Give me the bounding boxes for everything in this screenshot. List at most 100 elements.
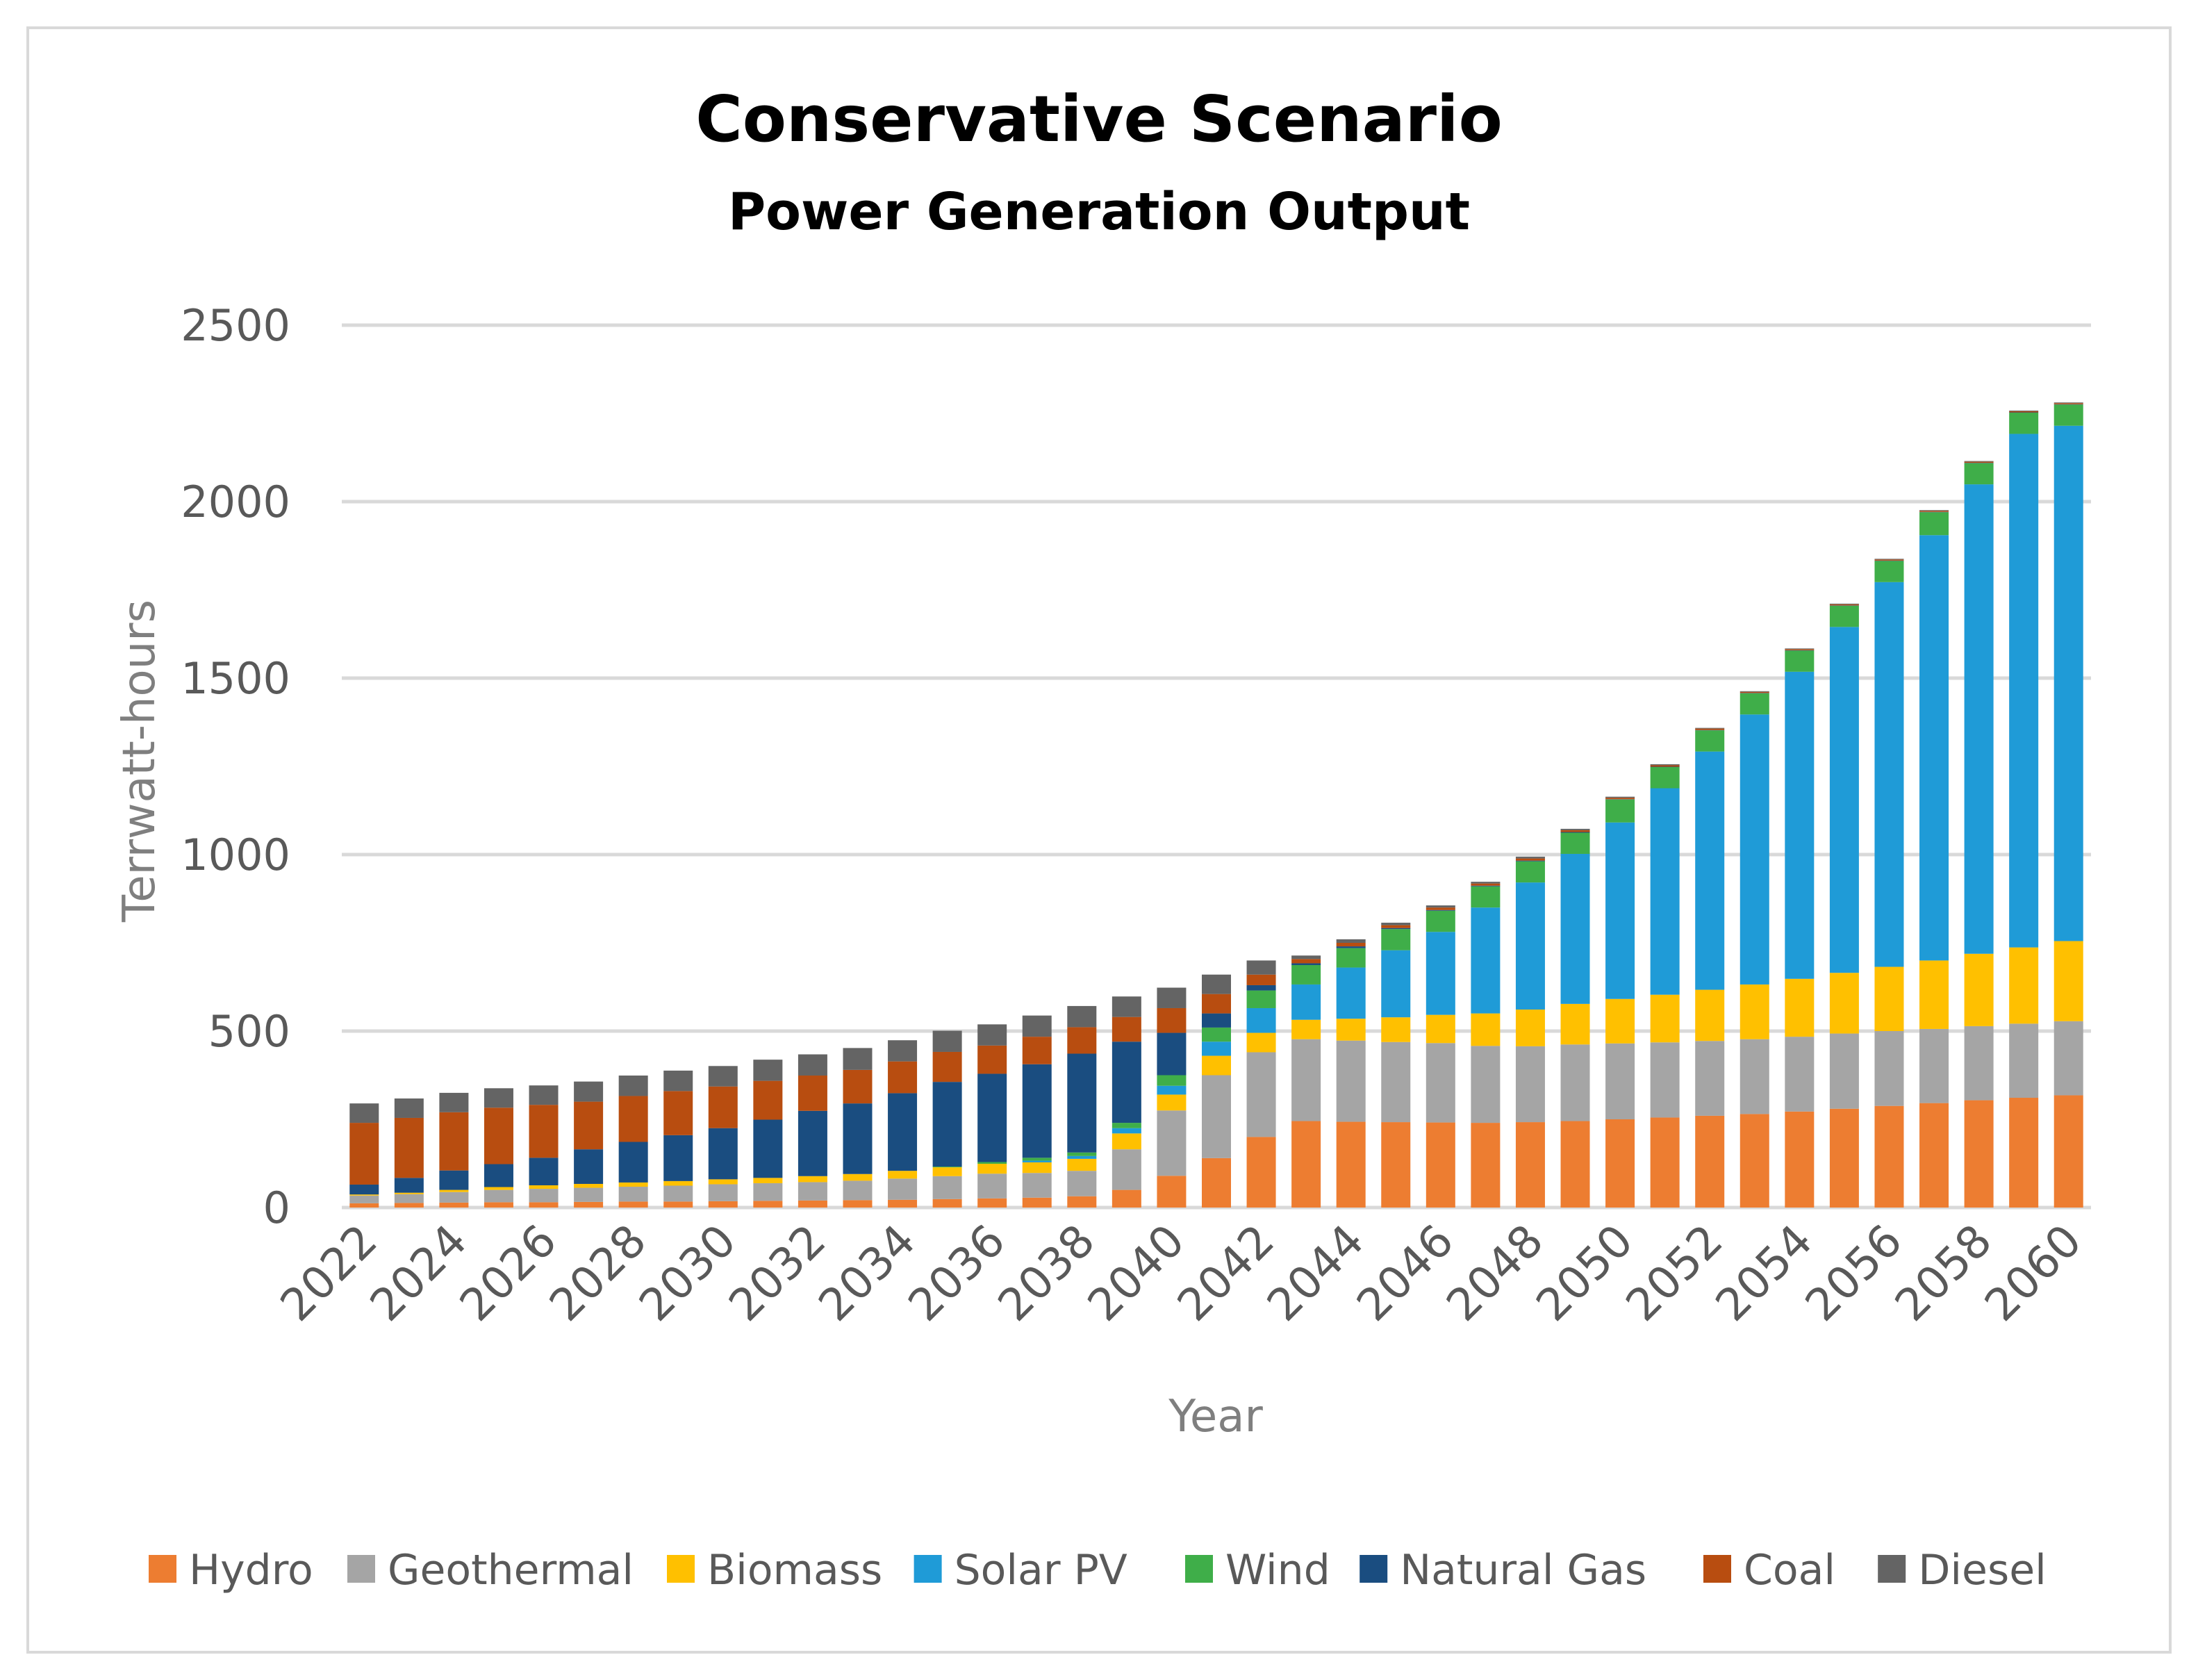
bar-coal-2029 (663, 1091, 693, 1135)
bar-biomass-2026 (529, 1185, 559, 1189)
bar-geothermal-2040 (1157, 1110, 1187, 1176)
bar-natural-gas-2028 (618, 1142, 648, 1183)
bar-coal-2030 (708, 1086, 738, 1128)
bar-wind-2040 (1157, 1075, 1187, 1086)
bar-stack-2025 (484, 1088, 513, 1208)
bar-hydro-2056 (1874, 1105, 1904, 1208)
bar-biomass-2027 (574, 1183, 604, 1188)
legend-item-solar-pv: Solar PV (914, 1546, 1127, 1595)
bar-natural-gas-2031 (753, 1119, 783, 1178)
bar-hydro-2053 (1740, 1114, 1769, 1208)
bar-diesel-2042 (1246, 960, 1276, 975)
bar-diesel-2031 (753, 1060, 783, 1081)
bar-diesel-2044 (1336, 939, 1366, 943)
bar-coal-2037 (1022, 1037, 1052, 1064)
bar-hydro-2051 (1650, 1117, 1680, 1208)
bar-geothermal-2036 (977, 1173, 1007, 1199)
bar-geothermal-2033 (843, 1180, 873, 1201)
bar-diesel-2036 (977, 1024, 1007, 1046)
bar-hydro-2027 (574, 1201, 604, 1208)
bar-coal-2060 (2054, 403, 2083, 404)
bar-diesel-2057 (1919, 510, 1949, 511)
bar-coal-2057 (1919, 511, 1949, 512)
bar-coal-2045 (1381, 925, 1411, 928)
bar-hydro-2058 (1964, 1100, 1994, 1208)
bar-coal-2039 (1112, 1016, 1141, 1042)
bar-natural-gas-2038 (1067, 1053, 1097, 1153)
bar-natural-gas-2030 (708, 1128, 738, 1180)
x-tick-label: 2024 (361, 1215, 477, 1331)
legend-swatch (1878, 1555, 1906, 1583)
bar-biomass-2041 (1202, 1055, 1231, 1076)
bar-natural-gas-2057 (1919, 511, 1949, 513)
bar-coal-2047 (1471, 883, 1501, 886)
bar-natural-gas-2051 (1650, 766, 1680, 768)
bar-biomass-2042 (1246, 1032, 1276, 1053)
bar-stack-2028 (618, 1076, 648, 1208)
bar-biomass-2040 (1157, 1094, 1187, 1111)
bar-natural-gas-2037 (1022, 1064, 1052, 1158)
bar-diesel-2028 (618, 1076, 648, 1096)
x-tick-label: 2048 (1437, 1215, 1553, 1331)
bar-biomass-2024 (439, 1189, 469, 1192)
bar-geothermal-2026 (529, 1189, 559, 1203)
bar-diesel-2029 (663, 1070, 693, 1092)
x-tick-label: 2056 (1796, 1215, 1912, 1331)
bar-biomass-2056 (1874, 966, 1904, 1031)
bar-wind-2050 (1605, 799, 1635, 823)
bar-wind-2060 (2054, 404, 2083, 426)
legend-swatch (1703, 1555, 1731, 1583)
bar-biomass-2060 (2054, 941, 2083, 1021)
bar-stack-2033 (843, 1048, 873, 1208)
bar-hydro-2025 (484, 1202, 513, 1208)
bar-geothermal-2041 (1202, 1075, 1231, 1158)
bar-stack-2031 (753, 1060, 783, 1208)
bar-diesel-2052 (1695, 727, 1725, 729)
legend-swatch (1360, 1555, 1388, 1583)
bar-biomass-2038 (1067, 1158, 1097, 1171)
bar-wind-2036 (977, 1162, 1007, 1164)
bar-biomass-2034 (888, 1171, 918, 1179)
y-tick-label: 1000 (181, 830, 290, 880)
bar-biomass-2046 (1426, 1014, 1455, 1044)
bar-diesel-2024 (439, 1092, 469, 1112)
bar-coal-2050 (1605, 798, 1635, 800)
bar-biomass-2030 (708, 1179, 738, 1185)
bar-wind-2051 (1650, 767, 1680, 789)
bar-diesel-2035 (932, 1030, 962, 1052)
bar-geothermal-2045 (1381, 1041, 1411, 1123)
legend-label: Diesel (1918, 1546, 2047, 1595)
x-tick-label: 2032 (720, 1215, 836, 1331)
bar-stack-2032 (798, 1054, 827, 1208)
bar-geothermal-2039 (1112, 1149, 1141, 1190)
bar-natural-gas-2029 (663, 1135, 693, 1181)
bar-coal-2049 (1560, 830, 1590, 832)
bar-coal-2034 (888, 1061, 918, 1094)
bar-diesel-2034 (888, 1040, 918, 1062)
bar-stack-2039 (1112, 996, 1141, 1208)
bar-geothermal-2043 (1291, 1039, 1321, 1121)
bar-biomass-2049 (1560, 1003, 1590, 1045)
bar-stack-2035 (932, 1030, 962, 1208)
bar-biomass-2055 (1829, 973, 1859, 1034)
bar-diesel-2047 (1471, 882, 1501, 884)
bar-natural-gas-2046 (1426, 909, 1455, 911)
bar-solar-pv-2045 (1381, 950, 1411, 1018)
bar-biomass-2029 (663, 1180, 693, 1186)
bar-geothermal-2027 (574, 1187, 604, 1202)
bar-hydro-2033 (843, 1200, 873, 1208)
bar-coal-2028 (618, 1096, 648, 1142)
bar-hydro-2041 (1202, 1158, 1231, 1208)
bar-natural-gas-2024 (439, 1170, 469, 1190)
bar-stack-2036 (977, 1024, 1007, 1208)
bar-geothermal-2034 (888, 1178, 918, 1200)
bar-hydro-2047 (1471, 1123, 1501, 1208)
bar-wind-2037 (1022, 1158, 1052, 1161)
bar-geothermal-2051 (1650, 1042, 1680, 1118)
bar-stack-2042 (1246, 960, 1276, 1208)
bar-stack-2041 (1202, 974, 1231, 1208)
bar-geothermal-2060 (2054, 1021, 2083, 1096)
bar-biomass-2028 (618, 1182, 648, 1187)
bar-geothermal-2056 (1874, 1031, 1904, 1106)
